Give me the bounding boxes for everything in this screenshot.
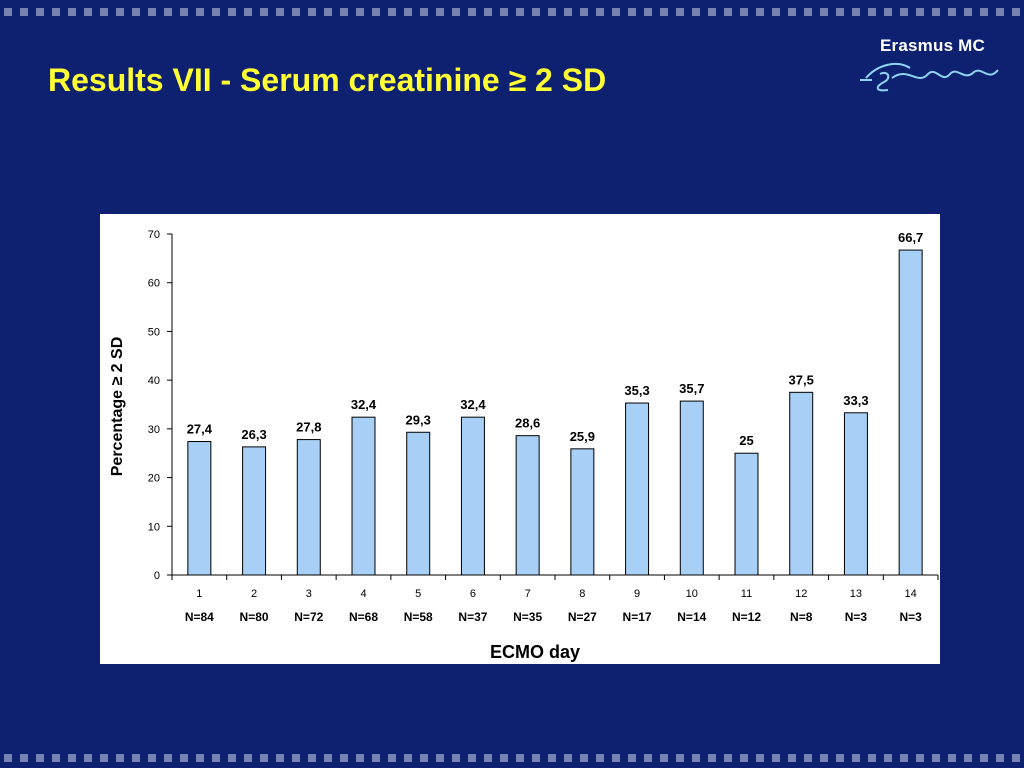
slide-title: Results VII - Serum creatinine ≥ 2 SD: [48, 62, 607, 98]
bar: [296, 439, 321, 576]
x-tick-label: 14: [905, 588, 917, 600]
bar: [734, 452, 759, 576]
bar: [460, 416, 485, 576]
data-label: 32,4: [351, 397, 377, 412]
n-label: N=17: [623, 610, 652, 624]
bar-chart: 01020304050607027,41N=8426,32N=8027,83N=…: [109, 229, 939, 662]
y-tick-label: 0: [154, 570, 160, 582]
erasmus-signature-icon: [860, 62, 999, 92]
x-tick-label: 13: [850, 588, 862, 600]
data-label: 35,7: [679, 381, 704, 396]
data-label: 27,8: [296, 420, 321, 435]
y-axis-title: Percentage ≥ 2 SD: [109, 337, 126, 477]
data-label: 66,7: [898, 230, 923, 245]
bar: [406, 431, 431, 576]
bar: [187, 441, 212, 576]
data-label: 32,4: [460, 397, 486, 412]
x-tick-label: 5: [415, 588, 421, 600]
y-tick-label: 70: [148, 229, 160, 241]
bar: [679, 400, 704, 576]
x-tick-label: 9: [634, 588, 640, 600]
x-tick-label: 1: [196, 588, 202, 600]
x-tick-label: 2: [251, 588, 257, 600]
n-label: N=68: [349, 610, 378, 624]
y-tick-label: 50: [148, 326, 160, 338]
data-label: 35,3: [624, 383, 649, 398]
data-label: 33,3: [843, 393, 868, 408]
x-tick-label: 12: [795, 588, 807, 600]
data-label: 29,3: [406, 412, 431, 427]
chart-panel: 0 10 20 30 40 50 60 70 27,4 1 N=84 26,3 2 N=80 27,8 3 N=…: [100, 214, 940, 664]
x-tick-label: 6: [470, 588, 476, 600]
data-label: 25: [739, 433, 753, 448]
bar: [351, 416, 376, 576]
bar: [789, 391, 814, 576]
x-tick-label: 10: [686, 588, 698, 600]
n-label: N=3: [845, 610, 868, 624]
x-tick-label: 8: [579, 588, 585, 600]
data-label: 27,4: [187, 422, 213, 437]
x-tick-label: 4: [360, 588, 366, 600]
bar: [242, 446, 267, 576]
bar: [843, 412, 868, 576]
data-label: 37,5: [789, 372, 814, 387]
x-tick-label: 7: [525, 588, 531, 600]
n-label: N=8: [790, 610, 813, 624]
x-axis-title: ECMO day: [490, 642, 580, 662]
x-tick-label: 11: [741, 588, 752, 600]
bottom-dotted-border: [0, 752, 1024, 764]
y-tick-label: 20: [148, 473, 160, 485]
bar: [515, 435, 540, 576]
n-label: N=72: [294, 610, 323, 624]
n-label: N=58: [404, 610, 433, 624]
x-tick-label: 3: [306, 588, 312, 600]
data-label: 28,6: [515, 416, 540, 431]
logo-text: Erasmus MC: [880, 36, 985, 55]
bar: [570, 448, 595, 576]
y-tick-label: 60: [148, 278, 160, 290]
n-label: N=37: [458, 610, 487, 624]
y-tick-label: 30: [148, 424, 160, 436]
n-label: N=14: [677, 610, 706, 624]
n-label: N=3: [899, 610, 922, 624]
top-dotted-border: [0, 6, 1024, 18]
n-label: N=84: [185, 610, 214, 624]
y-tick-label: 10: [148, 521, 160, 533]
bar: [898, 249, 923, 576]
data-label: 26,3: [241, 427, 266, 442]
n-label: N=80: [240, 610, 269, 624]
bar: [625, 402, 650, 576]
erasmus-mc-logo: Erasmus MC: [858, 34, 1008, 104]
n-label: N=12: [732, 610, 761, 624]
n-label: N=35: [513, 610, 542, 624]
data-label: 25,9: [570, 429, 595, 444]
n-label: N=27: [568, 610, 597, 624]
y-tick-label: 40: [148, 375, 160, 387]
